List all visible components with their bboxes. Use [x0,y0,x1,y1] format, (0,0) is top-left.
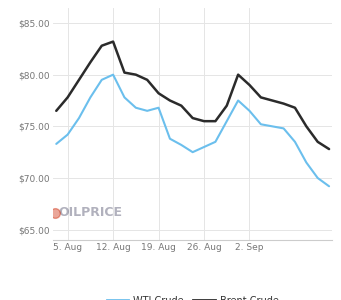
Text: OILPRICE: OILPRICE [58,206,122,219]
Legend: WTI Crude, Brent Crude: WTI Crude, Brent Crude [103,292,282,300]
